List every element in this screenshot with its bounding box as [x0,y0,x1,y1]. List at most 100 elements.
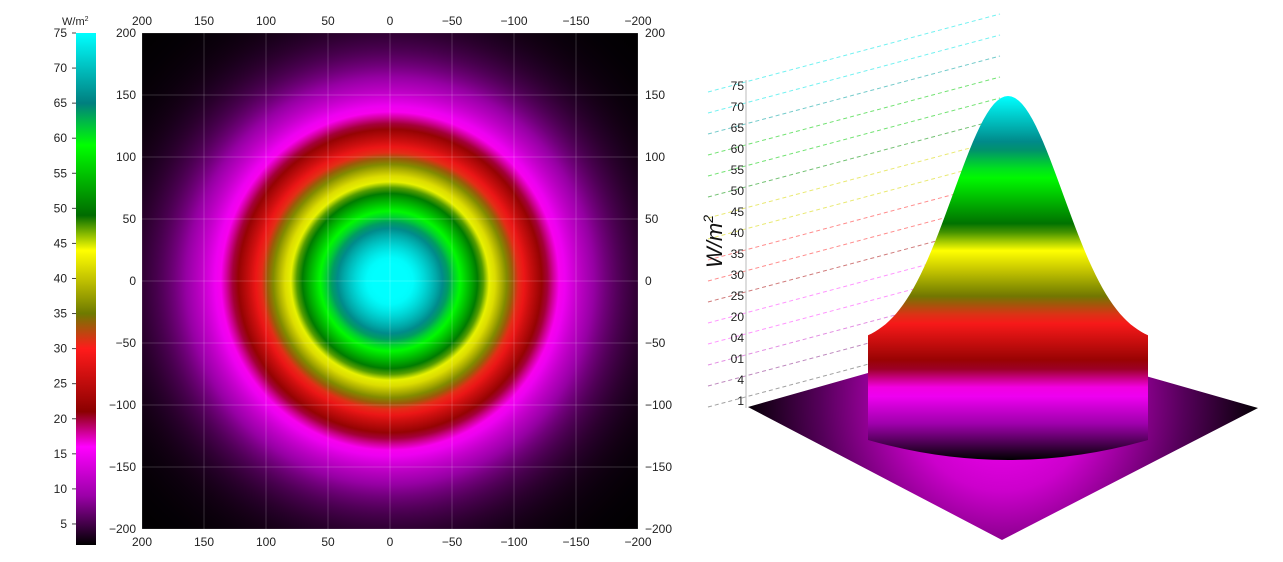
x-tick-label-top: −150 [562,14,589,28]
z-tick-label: 4 [737,373,744,387]
z-tick-label: 60 [731,142,745,156]
z-tick-label: 30 [731,268,745,282]
wall-gridline [707,307,1001,387]
wall-gridline [707,265,1001,345]
y-tick-label-left: 200 [116,26,136,40]
x-tick-label-top: 50 [321,14,335,28]
x-tick-label-top: 200 [132,14,152,28]
colorbar-tick-label: 10 [54,482,68,496]
z-tick-label: 25 [731,289,745,303]
z-tick-label: 35 [731,247,745,261]
y-tick-label-left: 0 [129,274,136,288]
x-tick-label-bottom: 200 [132,535,152,549]
colorbar-tick-label: 65 [54,96,68,110]
wall-gridline [707,160,1001,240]
z-tick-label: 45 [731,205,745,219]
wall-gridline [707,97,1001,177]
y-tick-label-right: −200 [645,522,672,536]
x-tick-label-top: −100 [500,14,527,28]
y-ticks-left: 200 150 100 50 0 −50 −100 −150 −200 [109,26,136,536]
x-tick-label-bottom: 0 [387,535,394,549]
z-tick-label: 50 [731,184,745,198]
z-tick-label: 40 [731,226,745,240]
z-tick-label: 55 [731,163,745,177]
wall-gridline [707,139,1001,219]
x-tick-label-top: 100 [256,14,276,28]
x-tick-label-bottom: −50 [442,535,463,549]
colorbar-tick-label: 50 [54,201,68,215]
y-tick-label-left: −50 [116,336,137,350]
z-tick-label: 20 [731,310,745,324]
y-tick-label-right: 150 [645,88,665,102]
x-tick-label-top: 0 [387,14,394,28]
x-tick-label-bottom: 100 [256,535,276,549]
z-axis-label: W/m2 [700,215,727,268]
y-tick-label-right: −150 [645,460,672,474]
wall-gridline [707,55,1001,135]
x-tick-label-top: 150 [194,14,214,28]
colorbar: W/m2 5 10 15 20 25 30 35 40 45 50 55 60 65 70 75 [54,16,96,545]
x-tick-label-bottom: −100 [500,535,527,549]
colorbar-tick-label: 45 [54,236,68,250]
back-wall-gridlines [707,13,1001,408]
wall-gridline [707,34,1001,114]
z-tick-label: 70 [731,100,745,114]
colorbar-tick-label: 25 [54,377,68,391]
y-tick-label-left: 150 [116,88,136,102]
y-tick-label-left: −200 [109,522,136,536]
wall-gridline [707,244,1001,324]
y-tick-label-right: 0 [645,274,652,288]
colorbar-tick-label: 35 [54,307,68,321]
y-tick-label-right: −50 [645,336,666,350]
y-tick-label-right: 100 [645,150,665,164]
y-tick-label-left: −150 [109,460,136,474]
wall-gridline [707,328,1001,408]
y-tick-label-right: 50 [645,212,659,226]
colorbar-unit-label: W/m2 [62,16,89,28]
colorbar-tick-label: 40 [54,271,68,285]
y-tick-label-left: 100 [116,150,136,164]
colorbar-tick-label: 55 [54,166,68,180]
y-tick-label-left: −100 [109,398,136,412]
wall-gridline [707,223,1001,303]
z-tick-label: 1 [737,394,744,408]
surface-peak [868,96,1148,460]
heatmap-plot: 200 150 100 50 0 −50 −100 −150 −200 200 150 100 50 0… [109,14,672,549]
colorbar-ticks: 5 10 15 20 25 30 35 40 45 50 55 60 65 70 75 [54,26,76,531]
wall-gridline [707,76,1001,156]
colorbar-tick-label: 15 [54,447,68,461]
wall-gridline [707,202,1001,282]
colorbar-strip [76,33,96,545]
colorbar-tick-label: 70 [54,61,68,75]
z-tick-label: 65 [731,121,745,135]
heatmap-grid [141,32,639,530]
z-tick-label: 04 [731,331,745,345]
colorbar-tick-label: 5 [60,517,67,531]
heatmap-area [142,33,638,529]
x-tick-label-bottom: −200 [624,535,651,549]
x-tick-label-bottom: 50 [321,535,335,549]
x-tick-label-bottom: 150 [194,535,214,549]
wall-gridline [707,118,1001,198]
x-tick-label-top: −200 [624,14,651,28]
y-ticks-right: 200 150 100 50 0 −50 −100 −150 −200 [645,26,672,536]
z-tick-label: 75 [731,79,745,93]
z-tick-label: 01 [731,352,745,366]
x-tick-label-top: −50 [442,14,463,28]
y-tick-label-left: 50 [123,212,137,226]
y-tick-label-right: 200 [645,26,665,40]
colorbar-tick-label: 75 [54,26,68,40]
y-tick-label-right: −100 [645,398,672,412]
x-ticks-top: 200 150 100 50 0 −50 −100 −150 −200 [132,14,652,28]
colorbar-tick-label: 60 [54,131,68,145]
z-axis-ticks: 75 70 65 60 55 50 45 40 35 30 25 20 04 01 4 1 [731,79,745,408]
wall-gridline [707,286,1001,366]
colorbar-tick-label: 20 [54,412,68,426]
x-tick-label-bottom: −150 [562,535,589,549]
wall-gridline [707,13,1001,93]
x-ticks-bottom: 200 150 100 50 0 −50 −100 −150 −200 [132,535,652,549]
surface-plot: 75 70 65 60 55 50 45 40 35 30 25 20 04 01 4 1 W/m2 [700,13,1258,540]
colorbar-tick-label: 30 [54,342,68,356]
wall-gridline [707,181,1001,261]
